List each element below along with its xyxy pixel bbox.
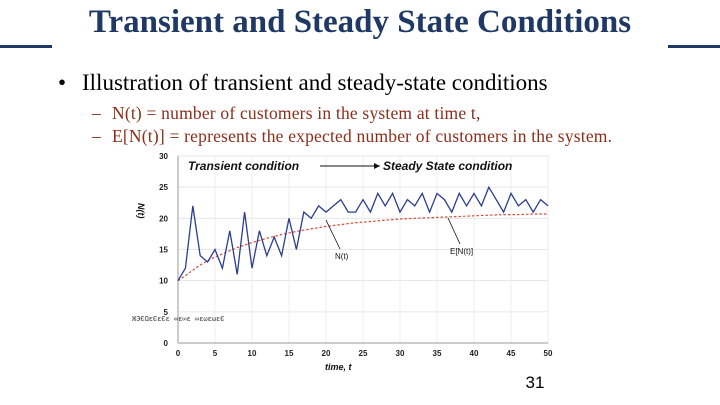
x-tick-label: 0: [176, 349, 181, 358]
arrow-head: [374, 163, 380, 169]
title-rule-right: [668, 45, 720, 48]
label-ent: E[N(t)]: [450, 247, 473, 256]
sub-bullet-ent: – E[N(t)] = represents the expected numbe…: [92, 126, 612, 147]
x-tick-label: 45: [507, 349, 516, 358]
x-tick-label: 15: [285, 349, 294, 358]
x-tick-label: 40: [470, 349, 479, 358]
chart-ticks: 0 5 10 15 20 25 30 0 5 10 15 20 25 30 35 40 45 50: [159, 152, 553, 358]
x-tick-label: 5: [213, 349, 218, 358]
left-scribble: ЖЭЄΩεЄεЄε ∞ε∞ε ∞εωεωεЄ: [132, 316, 224, 324]
main-bullet-text: Illustration of transient and steady-sta…: [82, 70, 548, 95]
series-ent-line: [177, 213, 548, 282]
leader-ent: [447, 217, 461, 245]
bullet-dot: •: [58, 70, 67, 95]
chart-grid: [177, 155, 549, 344]
y-tick-label: 20: [159, 214, 168, 223]
y-tick-label: 5: [164, 308, 169, 317]
series-nt: [177, 185, 549, 282]
sub-bullet-dash: –: [92, 103, 101, 123]
y-tick-label: 15: [159, 246, 168, 255]
x-tick-label: 10: [248, 349, 257, 358]
annotation-transient: Transient condition: [188, 159, 299, 173]
y-axis-label: N(t): [136, 203, 146, 219]
series-nt-line: [177, 185, 549, 282]
sub-bullet-dash: –: [92, 126, 101, 146]
main-bullet: • Illustration of transient and steady-st…: [58, 70, 548, 96]
x-tick-label: 25: [359, 349, 368, 358]
x-axis-label: time, t: [325, 362, 353, 372]
y-tick-label: 0: [164, 339, 169, 348]
label-nt: N(t): [335, 252, 349, 261]
sub-bullet-nt-text: N(t) = number of customers in the system…: [112, 103, 481, 123]
queue-chart: 0 5 10 15 20 25 30 0 5 10 15 20 25 30 35 40 45 50 N(t) ti…: [132, 152, 553, 372]
series-ent: [177, 213, 548, 282]
leader-nt: [325, 219, 341, 250]
sub-bullet-nt: – N(t) = number of customers in the syste…: [92, 103, 481, 124]
slide-title: Transient and Steady State Conditions: [88, 4, 632, 40]
y-tick-label: 10: [159, 277, 168, 286]
chart-annotations: [320, 163, 461, 250]
x-tick-label: 30: [396, 349, 405, 358]
page-number: 31: [525, 373, 545, 392]
annotation-steady: Steady State condition: [383, 159, 512, 173]
y-tick-label: 30: [159, 152, 168, 161]
x-tick-label: 20: [322, 349, 331, 358]
title-rule-left: [0, 45, 52, 48]
sub-bullet-ent-text: E[N(t)] = represents the expected number…: [112, 126, 613, 146]
y-tick-label: 25: [159, 183, 168, 192]
x-tick-label: 50: [544, 349, 553, 358]
x-tick-label: 35: [433, 349, 442, 358]
